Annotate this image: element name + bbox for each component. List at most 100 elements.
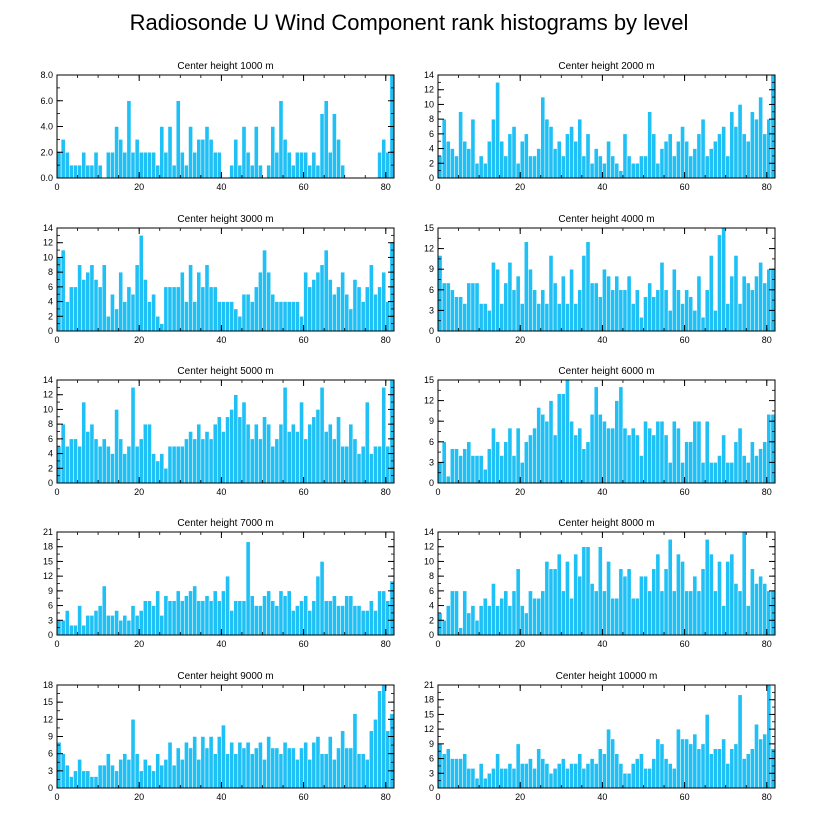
histogram-bar: [217, 301, 222, 332]
histogram-bar: [540, 414, 546, 484]
histogram-bar: [487, 140, 492, 179]
histogram-bar: [307, 286, 313, 332]
histogram-bar: [200, 736, 206, 789]
histogram-bar: [676, 553, 681, 636]
histogram-bar: [454, 590, 459, 636]
histogram-bar: [737, 590, 743, 636]
histogram-bar: [589, 583, 595, 636]
histogram-bar: [151, 293, 156, 332]
histogram-bar: [663, 568, 669, 636]
histogram-bar: [482, 777, 488, 789]
histogram-bar: [573, 434, 578, 484]
histogram-bar: [237, 600, 243, 636]
histogram-bar: [385, 152, 391, 179]
histogram-bar: [225, 416, 230, 484]
histogram-bar: [499, 597, 505, 636]
histogram-bar: [163, 759, 169, 789]
histogram-bar: [319, 753, 325, 789]
histogram-bar: [462, 140, 468, 179]
histogram-bar: [524, 133, 529, 179]
histogram-bar: [159, 764, 165, 789]
histogram-bar: [741, 275, 747, 332]
histogram-bar: [766, 268, 772, 332]
histogram-bar: [745, 282, 751, 332]
histogram-bar: [598, 546, 603, 636]
histogram-bar: [311, 416, 317, 484]
histogram-bar: [659, 420, 665, 484]
histogram-bar: [495, 268, 500, 332]
histogram-bar: [741, 758, 747, 789]
histogram-bar: [684, 590, 689, 636]
histogram-bar: [704, 714, 710, 789]
histogram-bar: [676, 728, 681, 789]
histogram-bar: [766, 414, 772, 484]
histogram-bar: [167, 741, 173, 789]
histogram-bar: [610, 289, 615, 332]
histogram-bar: [348, 595, 354, 636]
histogram-bar: [237, 164, 243, 179]
y-tick-label: 6: [429, 586, 434, 596]
histogram-bar: [254, 423, 259, 484]
histogram-bar: [229, 164, 234, 179]
x-tick-label: 40: [597, 792, 607, 802]
histogram-bar: [700, 462, 706, 484]
x-tick-label: 40: [216, 335, 226, 345]
y-tick-label: 9: [429, 416, 434, 426]
histogram-bar: [241, 747, 247, 789]
histogram-bar: [651, 434, 657, 484]
histogram-bar: [163, 152, 169, 179]
histogram-bar: [303, 152, 308, 179]
histogram-bar: [478, 763, 484, 789]
histogram-bar: [364, 759, 370, 789]
histogram-bar: [741, 531, 747, 636]
histogram-bar: [97, 164, 103, 179]
histogram-bar: [340, 164, 345, 179]
histogram-bar: [573, 303, 578, 332]
histogram-bar: [360, 753, 366, 789]
histogram-bar: [73, 770, 78, 789]
histogram-bar: [610, 597, 615, 636]
histogram-bar: [254, 286, 259, 332]
histogram-bar: [348, 308, 354, 332]
histogram-bar: [147, 600, 152, 636]
histogram-bar: [614, 400, 620, 484]
panel-title: Center height 2000 m: [558, 61, 654, 72]
histogram-bar: [155, 460, 160, 484]
x-tick-label: 20: [515, 487, 525, 497]
histogram-bar: [470, 605, 476, 636]
y-tick-label: 3: [429, 305, 434, 315]
histogram-bar: [491, 118, 496, 179]
histogram-bar: [155, 753, 160, 789]
histogram-bar: [614, 753, 620, 789]
histogram-bar: [536, 597, 541, 636]
histogram-bar: [225, 753, 230, 789]
x-tick-label: 60: [680, 335, 690, 345]
y-tick-label: 12: [424, 396, 434, 406]
panels: Center height 1000 m0 20 40 60 800.02.04.06.…: [40, 61, 776, 802]
histogram-bar: [458, 627, 463, 636]
histogram-bar: [680, 738, 685, 789]
y-tick-label: 0: [429, 173, 434, 183]
x-tick-label: 40: [597, 487, 607, 497]
histogram-bar: [635, 597, 640, 636]
histogram-bar: [758, 738, 763, 789]
histogram-bar: [745, 753, 751, 789]
histogram-bar: [97, 764, 103, 789]
histogram-bar: [377, 152, 382, 179]
histogram-bar: [528, 758, 533, 789]
histogram-bar: [515, 568, 521, 636]
histogram-bar: [667, 310, 673, 332]
histogram-bar: [138, 152, 144, 179]
y-tick-label: 9: [429, 264, 434, 274]
histogram-bar: [56, 741, 62, 789]
histogram-bar: [544, 118, 550, 179]
histogram-bar: [524, 441, 529, 484]
histogram-bar: [282, 595, 288, 636]
histogram-bar: [622, 575, 628, 636]
histogram-bar: [692, 575, 698, 636]
y-tick-label: 12: [43, 390, 53, 400]
histogram-bar: [360, 610, 366, 636]
x-tick-label: 40: [216, 639, 226, 649]
y-tick-label: 0: [48, 630, 53, 640]
histogram-bar: [556, 763, 562, 789]
